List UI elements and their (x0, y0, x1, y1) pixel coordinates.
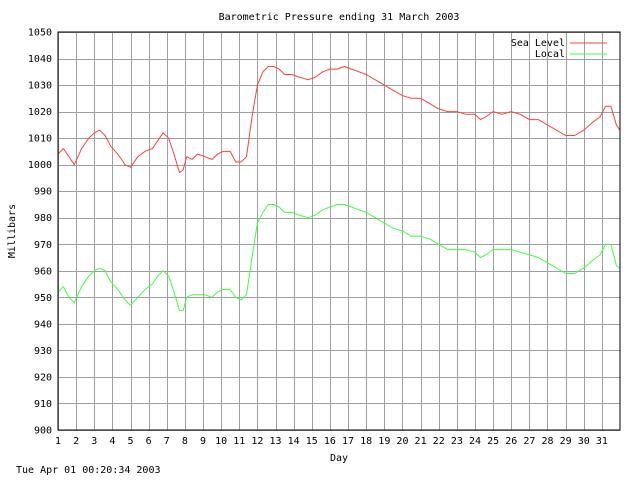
legend-label-sea-level: Sea Level (511, 38, 565, 49)
y-tick-label: 970 (34, 240, 52, 251)
y-tick-label: 900 (34, 426, 52, 437)
y-tick-label: 1010 (28, 134, 52, 145)
x-tick-label: 11 (233, 436, 245, 447)
x-tick-label: 6 (146, 436, 152, 447)
series-line-sea-level (57, 66, 621, 174)
legend: Sea Level Local (511, 38, 607, 60)
x-tick-label: 2 (73, 436, 79, 447)
x-tick-label: 31 (596, 436, 608, 447)
timestamp-footer: Tue Apr 01 00:20:34 2003 (16, 465, 161, 476)
legend-label-local: Local (535, 49, 565, 60)
y-tick-label: 930 (34, 346, 52, 357)
x-tick-label: 12 (251, 436, 263, 447)
x-tick-label: 1 (55, 436, 61, 447)
y-tick-label: 950 (34, 293, 52, 304)
x-tick-label: 5 (128, 436, 134, 447)
x-tick-label: 25 (487, 436, 499, 447)
x-tick-label: 27 (523, 436, 535, 447)
chart-title: Barometric Pressure ending 31 March 2003 (219, 12, 460, 23)
y-tick-label: 940 (34, 319, 52, 330)
x-tick-label: 20 (396, 436, 408, 447)
y-tick-label: 960 (34, 266, 52, 277)
x-tick-label: 7 (164, 436, 170, 447)
y-axis-label: Millibars (7, 204, 18, 258)
x-tick-label: 30 (578, 436, 590, 447)
y-tick-label: 990 (34, 187, 52, 198)
x-tick-label: 10 (215, 436, 227, 447)
x-tick-label: 14 (288, 436, 300, 447)
y-tick-label: 1030 (28, 81, 52, 92)
y-tick-label: 1020 (28, 107, 52, 118)
grid (58, 32, 620, 431)
x-tick-label: 24 (469, 436, 481, 447)
x-tick-label: 17 (342, 436, 354, 447)
series-lines (57, 66, 621, 312)
x-tick-label: 16 (324, 436, 336, 447)
y-tick-label: 1000 (28, 160, 52, 171)
x-axis-label: Day (330, 453, 348, 464)
x-tick-label: 18 (360, 436, 372, 447)
x-tick-label: 3 (91, 436, 97, 447)
plot-frame (57, 31, 621, 431)
y-tick-label: 910 (34, 399, 52, 410)
x-tick-label: 4 (109, 436, 115, 447)
x-tick-label: 28 (541, 436, 553, 447)
y-tick-label: 1040 (28, 54, 52, 65)
x-tick-label: 21 (415, 436, 427, 447)
x-tick-label: 23 (451, 436, 463, 447)
x-tick-label: 15 (306, 436, 318, 447)
x-tick-label: 9 (200, 436, 206, 447)
y-tick-label: 1050 (28, 28, 52, 39)
x-tick-label: 8 (182, 436, 188, 447)
series-line-local (57, 204, 621, 312)
y-tick-label: 980 (34, 213, 52, 224)
x-tick-label: 22 (433, 436, 445, 447)
x-tick-label: 19 (378, 436, 390, 447)
tick-labels: 1 2 3 4 5 6 7 8 9 10 11 12 13 14 15 16 17 18 19 20 21 22 23 24 2… (28, 28, 608, 448)
y-tick-label: 920 (34, 372, 52, 383)
x-tick-label: 26 (505, 436, 517, 447)
x-tick-label: 29 (560, 436, 572, 447)
x-tick-label: 13 (270, 436, 282, 447)
